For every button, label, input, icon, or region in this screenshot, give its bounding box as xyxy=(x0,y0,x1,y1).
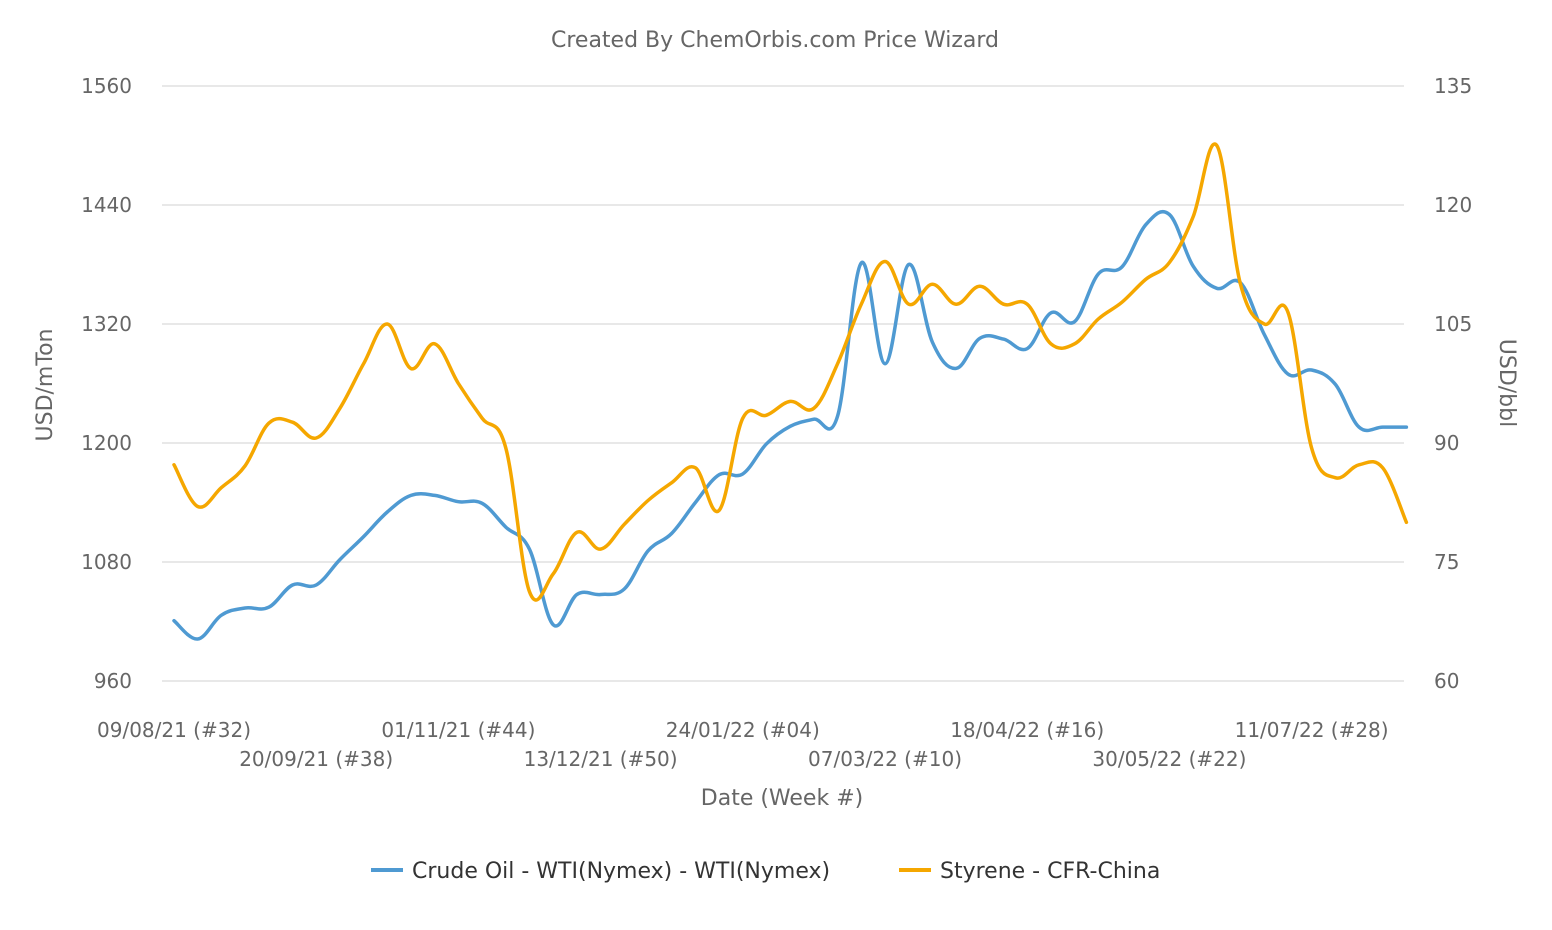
right-y-tick-label: 135 xyxy=(1434,74,1472,98)
grid-lines xyxy=(162,85,1404,682)
right-y-axis-title: USD/bbl xyxy=(1494,339,1519,427)
x-axis-ticks: 09/08/21 (#32) 20/09/21 (#38) 01/11/21 (#4… xyxy=(97,718,1389,771)
left-y-tick-label: 1440 xyxy=(81,193,132,217)
legend-item-crude-oil[interactable]: Crude Oil - WTI(Nymex) - WTI(Nymex) xyxy=(371,859,830,884)
left-y-tick-label: 1560 xyxy=(81,74,132,98)
chart-title: Created By ChemOrbis.com Price Wizard xyxy=(551,28,999,53)
x-tick-label: 20/09/21 (#38) xyxy=(239,747,393,771)
right-y-tick-label: 60 xyxy=(1434,669,1459,693)
x-tick-label: 07/03/22 (#10) xyxy=(808,747,962,771)
left-y-axis-title: USD/mTon xyxy=(33,329,58,442)
series-lines xyxy=(172,142,1409,641)
series-line-styrene xyxy=(172,142,1409,602)
x-axis-title: Date (Week #) xyxy=(701,786,863,811)
series-line-crude-oil xyxy=(172,209,1409,641)
x-tick-label: 11/07/22 (#28) xyxy=(1235,718,1389,742)
right-y-tick-label: 120 xyxy=(1434,193,1472,217)
x-tick-label: 09/08/21 (#32) xyxy=(97,718,251,742)
left-y-tick-label: 1320 xyxy=(81,312,132,336)
legend: Crude Oil - WTI(Nymex) - WTI(Nymex) Styr… xyxy=(371,859,1160,884)
x-tick-label: 24/01/22 (#04) xyxy=(666,718,820,742)
left-y-tick-label: 1200 xyxy=(81,431,132,455)
legend-label-crude-oil: Crude Oil - WTI(Nymex) - WTI(Nymex) xyxy=(412,859,830,884)
left-y-tick-label: 1080 xyxy=(81,550,132,574)
right-y-tick-label: 75 xyxy=(1434,550,1459,574)
x-tick-label: 30/05/22 (#22) xyxy=(1092,747,1246,771)
x-tick-label: 18/04/22 (#16) xyxy=(950,718,1104,742)
left-y-axis-ticks: 960 1080 1200 1320 1440 1560 xyxy=(81,74,132,693)
x-tick-label: 13/12/21 (#50) xyxy=(524,747,678,771)
right-y-tick-label: 105 xyxy=(1434,312,1472,336)
x-tick-label: 01/11/21 (#44) xyxy=(381,718,535,742)
legend-label-styrene: Styrene - CFR-China xyxy=(940,859,1160,884)
right-y-axis-ticks: 60 75 90 105 120 135 xyxy=(1434,74,1472,693)
right-y-tick-label: 90 xyxy=(1434,431,1459,455)
legend-item-styrene[interactable]: Styrene - CFR-China xyxy=(899,859,1160,884)
left-y-tick-label: 960 xyxy=(94,669,132,693)
